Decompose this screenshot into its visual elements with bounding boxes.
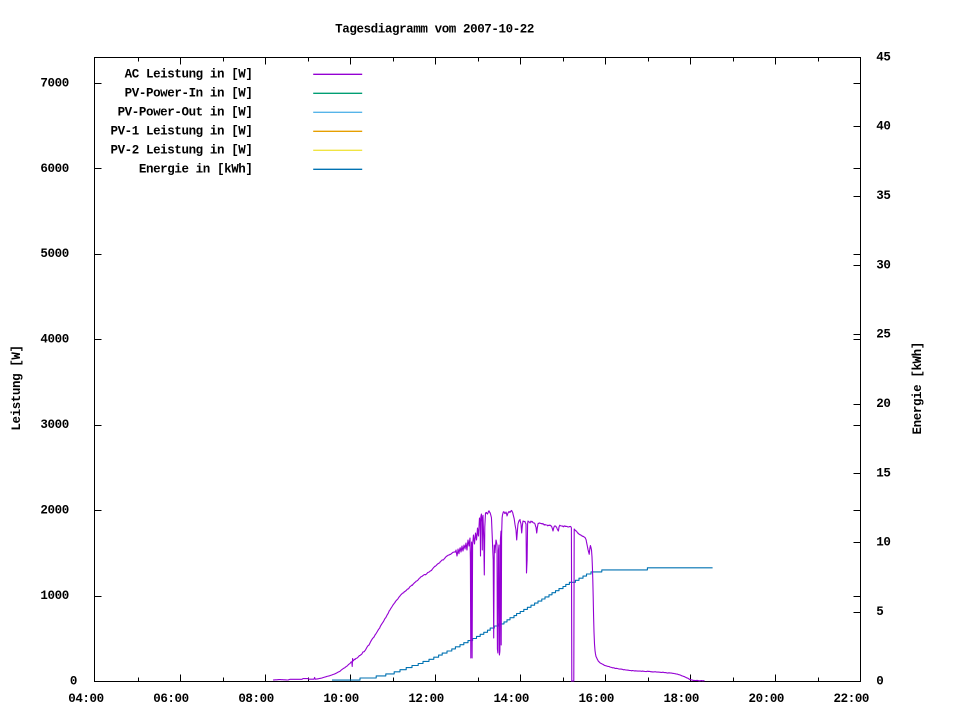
svg-text:20:00: 20:00 [749,692,785,706]
svg-text:5000: 5000 [40,247,68,261]
svg-text:12:00: 12:00 [408,692,444,706]
svg-text:2000: 2000 [40,504,68,518]
svg-text:Leistung [W]: Leistung [W] [10,345,24,430]
svg-text:PV-Power-In in [W]: PV-Power-In in [W] [125,86,253,100]
svg-text:16:00: 16:00 [578,692,614,706]
svg-text:06:00: 06:00 [153,692,189,706]
svg-text:0: 0 [876,674,883,688]
svg-text:AC Leistung in [W]: AC Leistung in [W] [125,67,253,81]
svg-text:35: 35 [876,189,890,203]
svg-text:15: 15 [876,466,890,480]
svg-text:3000: 3000 [40,418,68,432]
svg-text:45: 45 [876,50,890,64]
svg-text:0: 0 [70,674,77,688]
svg-text:7000: 7000 [40,76,68,90]
svg-text:5: 5 [876,605,883,619]
svg-text:18:00: 18:00 [663,692,699,706]
svg-text:25: 25 [876,328,890,342]
svg-text:Energie in [kWh]: Energie in [kWh] [139,162,253,176]
svg-text:08:00: 08:00 [238,692,274,706]
svg-text:10: 10 [876,536,890,550]
svg-text:Energie [kWh]: Energie [kWh] [911,342,925,434]
svg-text:20: 20 [876,397,890,411]
svg-text:40: 40 [876,120,890,134]
svg-text:6000: 6000 [40,162,68,176]
svg-text:1000: 1000 [40,589,68,603]
svg-text:14:00: 14:00 [493,692,529,706]
svg-text:Tagesdiagramm vom 2007-10-22: Tagesdiagramm vom 2007-10-22 [335,23,534,37]
svg-text:30: 30 [876,258,890,272]
svg-text:22:00: 22:00 [834,692,870,706]
svg-text:PV-Power-Out in [W]: PV-Power-Out in [W] [118,105,253,119]
svg-text:PV-1 Leistung in [W]: PV-1 Leistung in [W] [110,124,252,138]
svg-text:4000: 4000 [40,333,68,347]
svg-text:04:00: 04:00 [68,692,104,706]
svg-text:PV-2 Leistung in [W]: PV-2 Leistung in [W] [110,143,252,157]
svg-text:10:00: 10:00 [323,692,359,706]
